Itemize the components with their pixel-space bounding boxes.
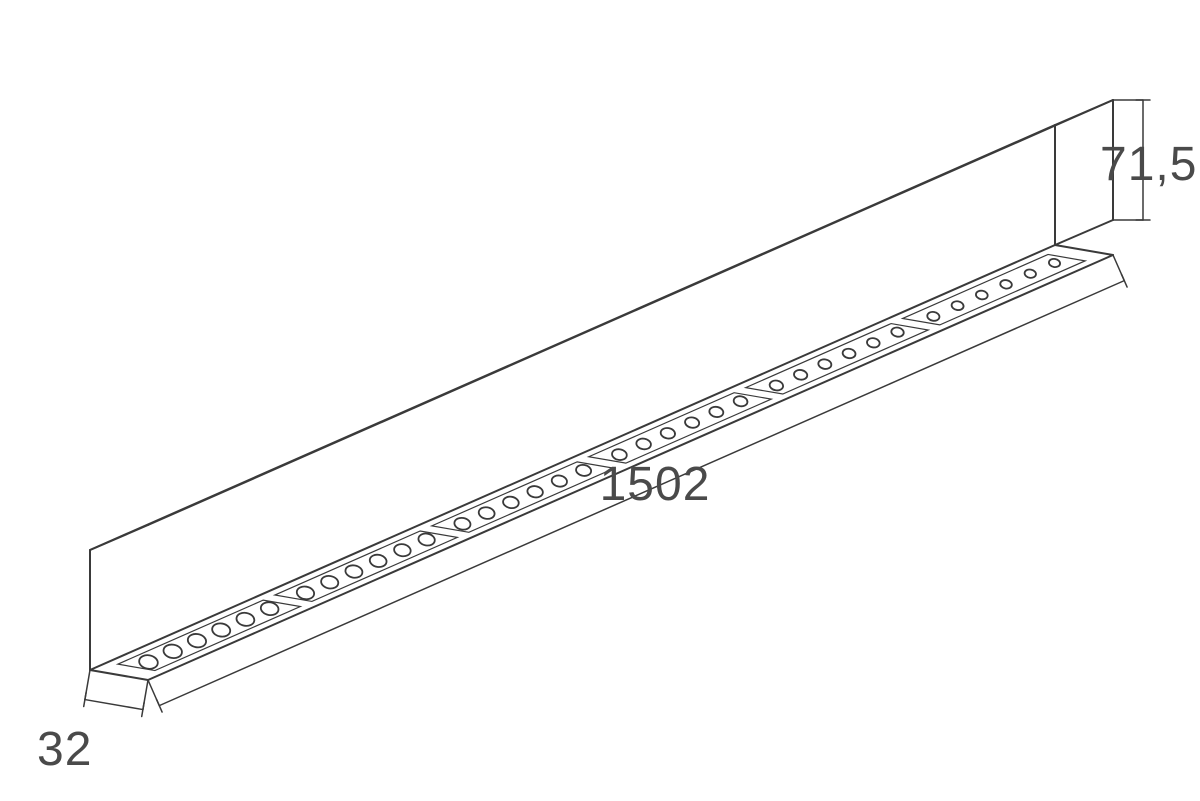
dimension-label: 1502: [600, 458, 711, 511]
dimension-drawing: 1502 32 71,5: [0, 0, 1200, 801]
dimension-label: 71,5: [1100, 138, 1197, 191]
dimension-label: 32: [37, 723, 92, 776]
